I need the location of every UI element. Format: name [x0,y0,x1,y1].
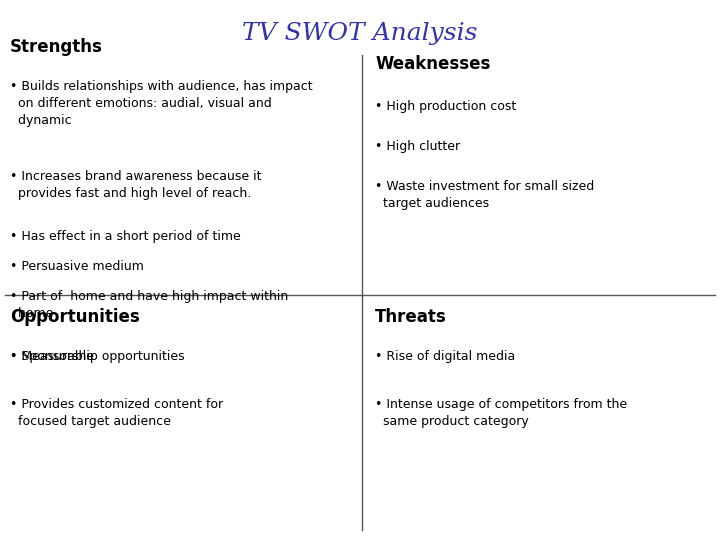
Text: Opportunities: Opportunities [10,308,140,326]
Text: • Sponsorship opportunities: • Sponsorship opportunities [10,350,184,363]
Text: • High clutter: • High clutter [375,140,460,153]
Text: Weaknesses: Weaknesses [375,55,490,73]
Text: • Waste investment for small sized
  target audiences: • Waste investment for small sized targe… [375,180,594,210]
Text: • Persuasive medium: • Persuasive medium [10,260,144,273]
Text: • Part of  home and have high impact within
  home: • Part of home and have high impact with… [10,290,288,320]
Text: • Rise of digital media: • Rise of digital media [375,350,516,363]
Text: • Increases brand awareness because it
  provides fast and high level of reach.: • Increases brand awareness because it p… [10,170,261,200]
Text: • Measurable: • Measurable [10,350,94,363]
Text: • Builds relationships with audience, has impact
  on different emotions: audial: • Builds relationships with audience, ha… [10,80,312,127]
Text: TV SWOT Analysis: TV SWOT Analysis [242,22,478,45]
Text: • Provides customized content for
  focused target audience: • Provides customized content for focuse… [10,398,223,428]
Text: • Has effect in a short period of time: • Has effect in a short period of time [10,230,240,243]
Text: Strengths: Strengths [10,38,103,56]
Text: • High production cost: • High production cost [375,100,516,113]
Text: Threats: Threats [375,308,446,326]
Text: • Intense usage of competitors from the
  same product category: • Intense usage of competitors from the … [375,398,627,428]
